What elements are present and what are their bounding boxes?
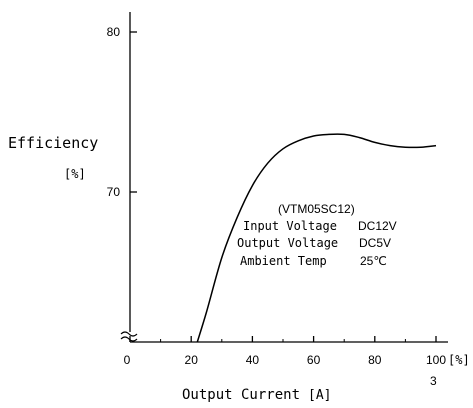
condition-annotation: (VTM05SC12) Input Voltage DC12V Output V… [237,202,397,268]
x-tick-label: 0 [124,353,131,367]
annotation-ambient-temp-label: Ambient Temp [240,254,327,268]
y-tick-label: 80 [107,25,121,39]
x-unit-tick-label: [%] [448,353,470,367]
annotation-model: (VTM05SC12) [278,202,355,216]
x-axis-label: Output Current [182,387,300,403]
y-axis-unit: [%] [64,167,86,181]
annotation-output-voltage-value: DC5V [359,236,391,250]
x-tick-label: 20 [185,353,199,367]
x-tick-label: 100 [426,353,446,367]
x-tick-label: 80 [368,353,382,367]
annotation-ambient-temp-value: 25℃ [360,254,387,268]
x-ticks: 0 20 40 60 80 100 [124,336,446,367]
y-ticks: 80 70 [107,25,137,199]
annotation-output-voltage-label: Output Voltage [237,236,338,250]
axis-break-icon [120,331,138,342]
annotation-input-voltage-value: DC12V [358,219,397,233]
x-tick-label: 40 [246,353,260,367]
y-tick-label: 70 [107,185,121,199]
y-axis-label: Efficiency [8,134,98,152]
x-sub-label: 3 [430,374,437,388]
efficiency-curve [196,133,437,343]
annotation-input-voltage-label: Input Voltage [243,219,337,233]
x-tick-label: 60 [307,353,321,367]
x-axis-unit: [A] [308,388,331,403]
